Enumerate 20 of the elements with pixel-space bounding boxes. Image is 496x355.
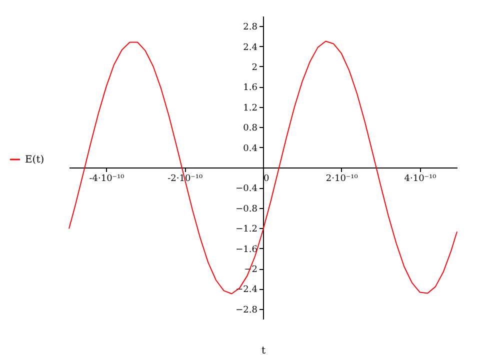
y-tick-label: −0.4 <box>236 184 258 194</box>
y-tick-label: 0.4 <box>243 144 258 154</box>
x-tick-label: 4·10⁻¹⁰ <box>404 174 437 184</box>
y-tick-label: 2 <box>252 63 258 73</box>
legend-label: E(t) <box>25 154 44 166</box>
y-tick-label: −1.6 <box>236 244 258 255</box>
y-tick-label: −2.8 <box>236 305 258 316</box>
y-tick-label: 2.4 <box>243 42 258 53</box>
y-tick-label: −0.8 <box>236 204 258 214</box>
x-tick-label: -4·10⁻¹⁰ <box>89 174 125 184</box>
y-tick-label: −1.2 <box>236 224 258 235</box>
y-tick-label: 2.8 <box>243 22 258 33</box>
y-tick-label: 1.6 <box>243 83 258 94</box>
y-tick-label: −2.4 <box>236 285 258 296</box>
x-tick-label: 0 <box>264 174 270 184</box>
y-tick-label: 1.2 <box>243 103 258 114</box>
line-series <box>68 40 458 294</box>
y-tick-label: 0.8 <box>243 124 258 134</box>
x-tick-label: 2·10⁻¹⁰ <box>326 174 358 184</box>
x-axis-title: t <box>261 346 266 355</box>
